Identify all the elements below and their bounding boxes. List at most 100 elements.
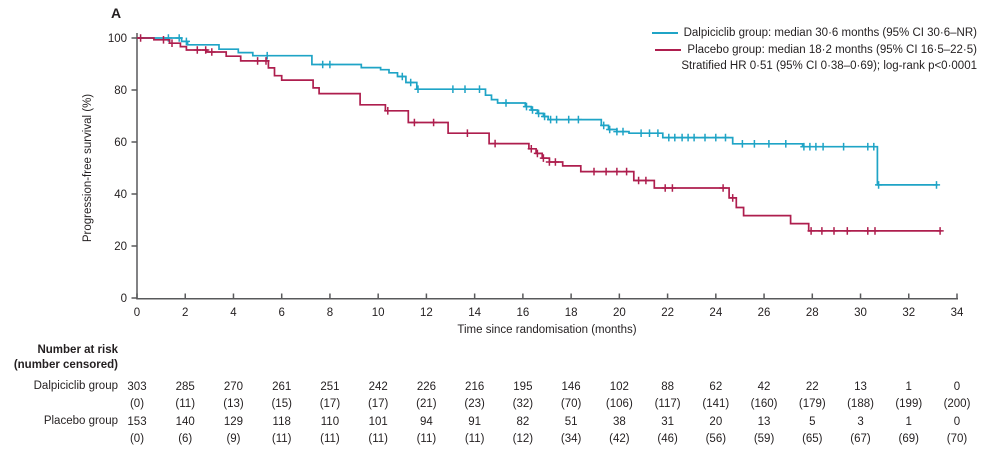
risk-censored-count: (70) [561, 398, 582, 410]
risk-count: 5 [809, 416, 815, 428]
risk-count: 118 [273, 416, 291, 428]
risk-censored-count: (12) [513, 433, 534, 445]
risk-count: 101 [369, 416, 388, 428]
risk-censored-count: (42) [609, 433, 630, 445]
risk-censored-count: (117) [655, 398, 681, 410]
y-tick-label: 60 [114, 137, 127, 149]
risk-censored-count: (70) [947, 433, 968, 445]
risk-censored-count: (67) [850, 433, 871, 445]
risk-censored-count: (11) [465, 433, 485, 445]
risk-censored-count: (179) [799, 398, 826, 410]
risk-count: 285 [176, 381, 195, 393]
risk-count: 1 [906, 381, 912, 393]
censor-marks-placebo [137, 34, 944, 235]
risk-censored-count: (6) [178, 433, 192, 445]
y-tick-label: 80 [114, 85, 127, 97]
x-tick-label: 2 [182, 307, 188, 319]
censor-marks-dalpiciclib [164, 34, 941, 189]
risk-count: 110 [321, 416, 339, 428]
risk-count: 270 [224, 381, 243, 393]
risk-censored-count: (13) [223, 398, 244, 410]
x-tick-label: 14 [468, 307, 481, 319]
risk-row-label-dalpiciclib: Dalpiciclib group [33, 380, 118, 392]
panel-label: A [111, 5, 122, 21]
risk-count: 31 [661, 416, 674, 428]
dalpiciclib-line-swatch [651, 32, 678, 35]
risk-count: 216 [465, 381, 484, 393]
hr-annotation: Stratified HR 0·51 (95% CI 0·38–0·69); l… [652, 58, 977, 75]
risk-count: 91 [468, 416, 481, 428]
risk-censored-count: (0) [130, 398, 144, 410]
risk-count: 1 [906, 416, 912, 428]
hr-annotation-text: Stratified HR 0·51 (95% CI 0·38–0·69); l… [681, 60, 977, 72]
y-tick-label: 40 [114, 189, 127, 201]
legend: Dalpiciclib group: median 30·6 months (9… [651, 25, 977, 75]
risk-censored-count: (46) [657, 433, 678, 445]
risk-censored-count: (56) [706, 433, 727, 445]
legend-label-dalpiciclib: Dalpiciclib group: median 30·6 months (9… [683, 27, 977, 39]
risk-censored-count: (17) [320, 398, 341, 410]
risk-censored-count: (200) [944, 398, 971, 410]
x-tick-label: 0 [134, 307, 140, 319]
risk-count: 146 [562, 381, 581, 393]
x-tick-label: 30 [854, 307, 867, 319]
km-curve-dalpiciclib [137, 37, 938, 186]
risk-censored-count: (65) [802, 433, 823, 445]
y-tick-label: 0 [121, 293, 127, 305]
risk-censored-count: (160) [751, 398, 778, 410]
risk-censored-count: (15) [271, 398, 292, 410]
legend-item-placebo: Placebo group: median 18·2 months (95% C… [652, 42, 977, 59]
x-tick-label: 34 [951, 307, 964, 319]
risk-count: 20 [709, 416, 722, 428]
risk-censored-count: (11) [175, 398, 195, 410]
risk-censored-count: (188) [847, 398, 874, 410]
risk-censored-count: (11) [368, 433, 388, 445]
risk-count: 62 [709, 381, 722, 393]
risk-count: 303 [127, 381, 146, 393]
y-tick-label: 20 [114, 241, 127, 253]
risk-count: 94 [420, 416, 433, 428]
risk-censored-count: (11) [320, 433, 340, 445]
risk-censored-count: (106) [606, 398, 633, 410]
risk-count: 42 [758, 381, 771, 393]
legend-label-placebo: Placebo group: median 18·2 months (95% C… [687, 43, 977, 56]
x-tick-label: 26 [758, 307, 771, 319]
risk-table-header-line1: Number at risk [37, 344, 118, 356]
risk-count: 22 [806, 381, 819, 393]
risk-count: 38 [613, 416, 626, 428]
risk-censored-count: (17) [368, 398, 389, 410]
risk-count: 261 [272, 381, 291, 393]
x-tick-label: 16 [516, 307, 529, 319]
risk-censored-count: (34) [561, 433, 582, 445]
x-tick-label: 10 [372, 307, 385, 319]
risk-count: 153 [127, 416, 146, 428]
x-axis-title: Time since randomisation (months) [457, 324, 637, 336]
risk-censored-count: (59) [754, 433, 775, 445]
risk-count: 3 [857, 416, 863, 428]
x-tick-label: 32 [902, 307, 915, 319]
risk-count: 129 [224, 416, 243, 428]
risk-count: 140 [176, 416, 195, 428]
placebo-line-swatch [655, 48, 682, 51]
risk-count: 51 [565, 416, 578, 428]
legend-item-dalpiciclib: Dalpiciclib group: median 30·6 months (9… [651, 25, 977, 42]
risk-count: 251 [320, 381, 339, 393]
y-tick-label: 100 [108, 33, 127, 45]
risk-count: 88 [661, 381, 674, 393]
risk-censored-count: (21) [416, 398, 437, 410]
risk-censored-count: (9) [226, 433, 240, 445]
risk-count: 13 [854, 381, 867, 393]
risk-count: 226 [417, 381, 436, 393]
risk-censored-count: (11) [272, 433, 292, 445]
x-tick-label: 4 [230, 307, 237, 319]
risk-censored-count: (199) [895, 398, 922, 410]
risk-censored-count: (32) [513, 398, 534, 410]
risk-censored-count: (23) [464, 398, 485, 410]
x-tick-label: 28 [806, 307, 819, 319]
x-tick-label: 12 [420, 307, 433, 319]
risk-censored-count: (141) [702, 398, 729, 410]
x-tick-label: 22 [661, 307, 674, 319]
x-tick-label: 24 [709, 307, 722, 319]
